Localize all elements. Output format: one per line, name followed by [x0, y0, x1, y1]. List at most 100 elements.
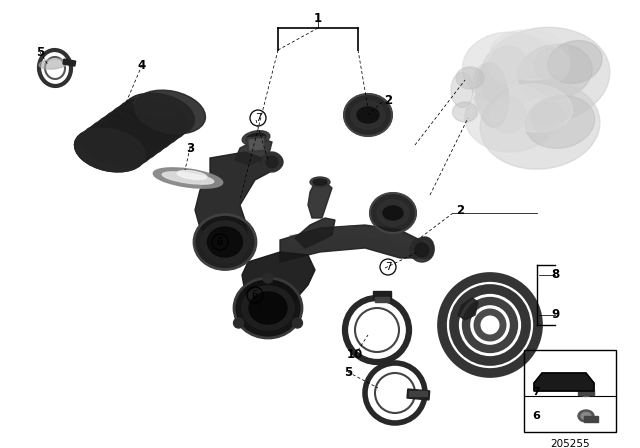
Bar — [409, 391, 427, 396]
Polygon shape — [280, 225, 420, 262]
Ellipse shape — [476, 63, 508, 127]
Text: 2: 2 — [384, 94, 392, 107]
Bar — [63, 59, 76, 66]
Ellipse shape — [102, 125, 166, 141]
Ellipse shape — [84, 133, 127, 151]
Ellipse shape — [120, 108, 162, 126]
Ellipse shape — [525, 96, 595, 148]
Ellipse shape — [124, 110, 187, 126]
Ellipse shape — [154, 168, 223, 188]
Ellipse shape — [242, 286, 294, 330]
Ellipse shape — [489, 46, 527, 84]
Ellipse shape — [497, 84, 572, 132]
Ellipse shape — [581, 413, 591, 419]
Ellipse shape — [39, 59, 67, 69]
Circle shape — [266, 156, 278, 168]
Ellipse shape — [234, 278, 302, 338]
Text: 205255: 205255 — [550, 439, 590, 448]
Ellipse shape — [261, 153, 283, 171]
Text: 9: 9 — [551, 309, 559, 322]
Ellipse shape — [310, 177, 330, 187]
Text: 7: 7 — [255, 113, 261, 123]
Ellipse shape — [465, 84, 555, 152]
Text: 2: 2 — [456, 203, 464, 216]
Ellipse shape — [580, 388, 592, 396]
Circle shape — [263, 273, 273, 283]
Circle shape — [234, 318, 244, 328]
Ellipse shape — [490, 97, 526, 133]
Text: 4: 4 — [138, 59, 146, 72]
Ellipse shape — [116, 115, 180, 131]
Circle shape — [415, 243, 429, 257]
Ellipse shape — [88, 135, 152, 151]
Polygon shape — [195, 152, 270, 248]
Text: 5: 5 — [36, 46, 44, 59]
Ellipse shape — [518, 44, 592, 100]
Ellipse shape — [106, 118, 148, 136]
Ellipse shape — [416, 237, 434, 259]
Ellipse shape — [88, 118, 159, 162]
Text: 7: 7 — [385, 262, 391, 272]
Ellipse shape — [249, 292, 287, 324]
Ellipse shape — [207, 227, 243, 257]
Circle shape — [292, 318, 303, 328]
Polygon shape — [458, 298, 478, 320]
Ellipse shape — [463, 32, 557, 104]
Bar — [375, 297, 389, 302]
Ellipse shape — [102, 108, 173, 152]
Ellipse shape — [74, 128, 145, 172]
Ellipse shape — [357, 107, 379, 123]
Text: 6: 6 — [532, 411, 540, 421]
Ellipse shape — [99, 123, 141, 142]
Ellipse shape — [456, 67, 484, 89]
Ellipse shape — [344, 94, 392, 136]
Ellipse shape — [548, 40, 602, 83]
Ellipse shape — [534, 47, 570, 82]
Ellipse shape — [420, 241, 430, 255]
Ellipse shape — [201, 221, 249, 263]
Polygon shape — [242, 252, 315, 322]
Ellipse shape — [74, 128, 145, 172]
Ellipse shape — [127, 103, 169, 121]
Ellipse shape — [383, 206, 403, 220]
Ellipse shape — [313, 179, 327, 185]
Text: 6: 6 — [217, 237, 223, 247]
Ellipse shape — [351, 101, 385, 129]
Ellipse shape — [451, 73, 473, 108]
Ellipse shape — [134, 90, 205, 134]
Ellipse shape — [194, 215, 256, 270]
Ellipse shape — [95, 113, 166, 157]
Ellipse shape — [134, 98, 176, 116]
Polygon shape — [235, 138, 272, 165]
Ellipse shape — [242, 131, 270, 145]
Ellipse shape — [578, 410, 594, 422]
Bar — [373, 291, 391, 300]
Ellipse shape — [95, 130, 159, 146]
Ellipse shape — [81, 140, 145, 156]
Ellipse shape — [480, 27, 610, 123]
Bar — [247, 137, 266, 152]
Ellipse shape — [124, 93, 195, 137]
Text: 6: 6 — [252, 290, 259, 300]
Text: 3: 3 — [186, 142, 194, 155]
Ellipse shape — [490, 30, 570, 80]
Bar — [249, 139, 264, 150]
Circle shape — [410, 238, 434, 262]
Polygon shape — [308, 182, 332, 218]
Ellipse shape — [370, 193, 416, 233]
Text: 7: 7 — [532, 387, 540, 397]
Ellipse shape — [177, 171, 207, 180]
Ellipse shape — [116, 98, 188, 142]
Ellipse shape — [480, 81, 600, 169]
Bar — [407, 389, 429, 400]
Ellipse shape — [531, 102, 564, 134]
Polygon shape — [534, 373, 594, 391]
Bar — [578, 390, 594, 395]
Ellipse shape — [113, 112, 156, 131]
Text: 8: 8 — [551, 268, 559, 281]
Bar — [524, 350, 616, 432]
Text: 10: 10 — [347, 349, 363, 362]
Text: 5: 5 — [344, 366, 352, 379]
Circle shape — [262, 152, 282, 172]
Polygon shape — [295, 218, 335, 248]
